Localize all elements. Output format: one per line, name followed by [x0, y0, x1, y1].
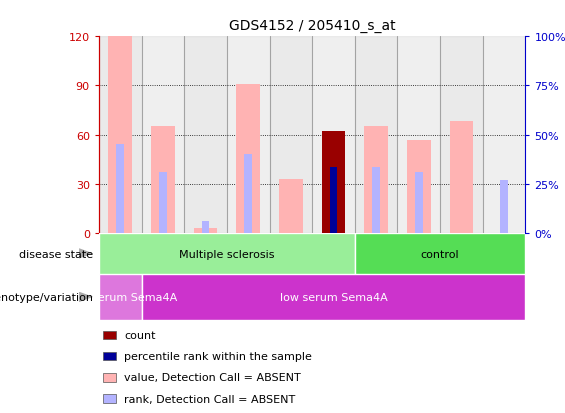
Text: value, Detection Call = ABSENT: value, Detection Call = ABSENT: [124, 373, 301, 382]
Polygon shape: [79, 249, 93, 259]
Bar: [364, 127, 388, 233]
Bar: [227, 37, 270, 233]
Bar: [450, 122, 473, 233]
Bar: [103, 373, 116, 382]
Bar: [407, 140, 431, 233]
Bar: [321, 132, 345, 233]
Title: GDS4152 / 205410_s_at: GDS4152 / 205410_s_at: [229, 19, 396, 33]
Text: count: count: [124, 330, 156, 340]
Bar: [415, 173, 423, 233]
Bar: [202, 222, 210, 233]
Bar: [99, 233, 355, 275]
Bar: [270, 37, 312, 233]
Text: percentile rank within the sample: percentile rank within the sample: [124, 351, 312, 361]
Text: Multiple sclerosis: Multiple sclerosis: [179, 249, 275, 259]
Text: rank, Detection Call = ABSENT: rank, Detection Call = ABSENT: [124, 394, 295, 404]
Bar: [184, 37, 227, 233]
Bar: [372, 168, 380, 233]
Text: high serum Sema4A: high serum Sema4A: [64, 292, 177, 302]
Bar: [244, 155, 252, 233]
Text: disease state: disease state: [19, 249, 93, 259]
Bar: [483, 37, 525, 233]
Bar: [99, 37, 141, 233]
Text: control: control: [421, 249, 459, 259]
Bar: [440, 37, 483, 233]
Bar: [151, 127, 175, 233]
Text: low serum Sema4A: low serum Sema4A: [280, 292, 388, 302]
Bar: [108, 37, 132, 233]
Polygon shape: [79, 292, 93, 302]
Bar: [116, 145, 124, 233]
Bar: [103, 352, 116, 361]
Bar: [279, 179, 303, 233]
Bar: [398, 37, 440, 233]
Bar: [329, 168, 337, 233]
Bar: [236, 85, 260, 233]
Bar: [355, 233, 525, 275]
Text: genotype/variation: genotype/variation: [0, 292, 93, 302]
Bar: [312, 37, 355, 233]
Bar: [159, 173, 167, 233]
Bar: [194, 228, 218, 233]
Bar: [99, 275, 141, 320]
Bar: [355, 37, 398, 233]
Bar: [103, 394, 116, 403]
Bar: [141, 37, 184, 233]
Bar: [103, 331, 116, 339]
Bar: [500, 181, 508, 233]
